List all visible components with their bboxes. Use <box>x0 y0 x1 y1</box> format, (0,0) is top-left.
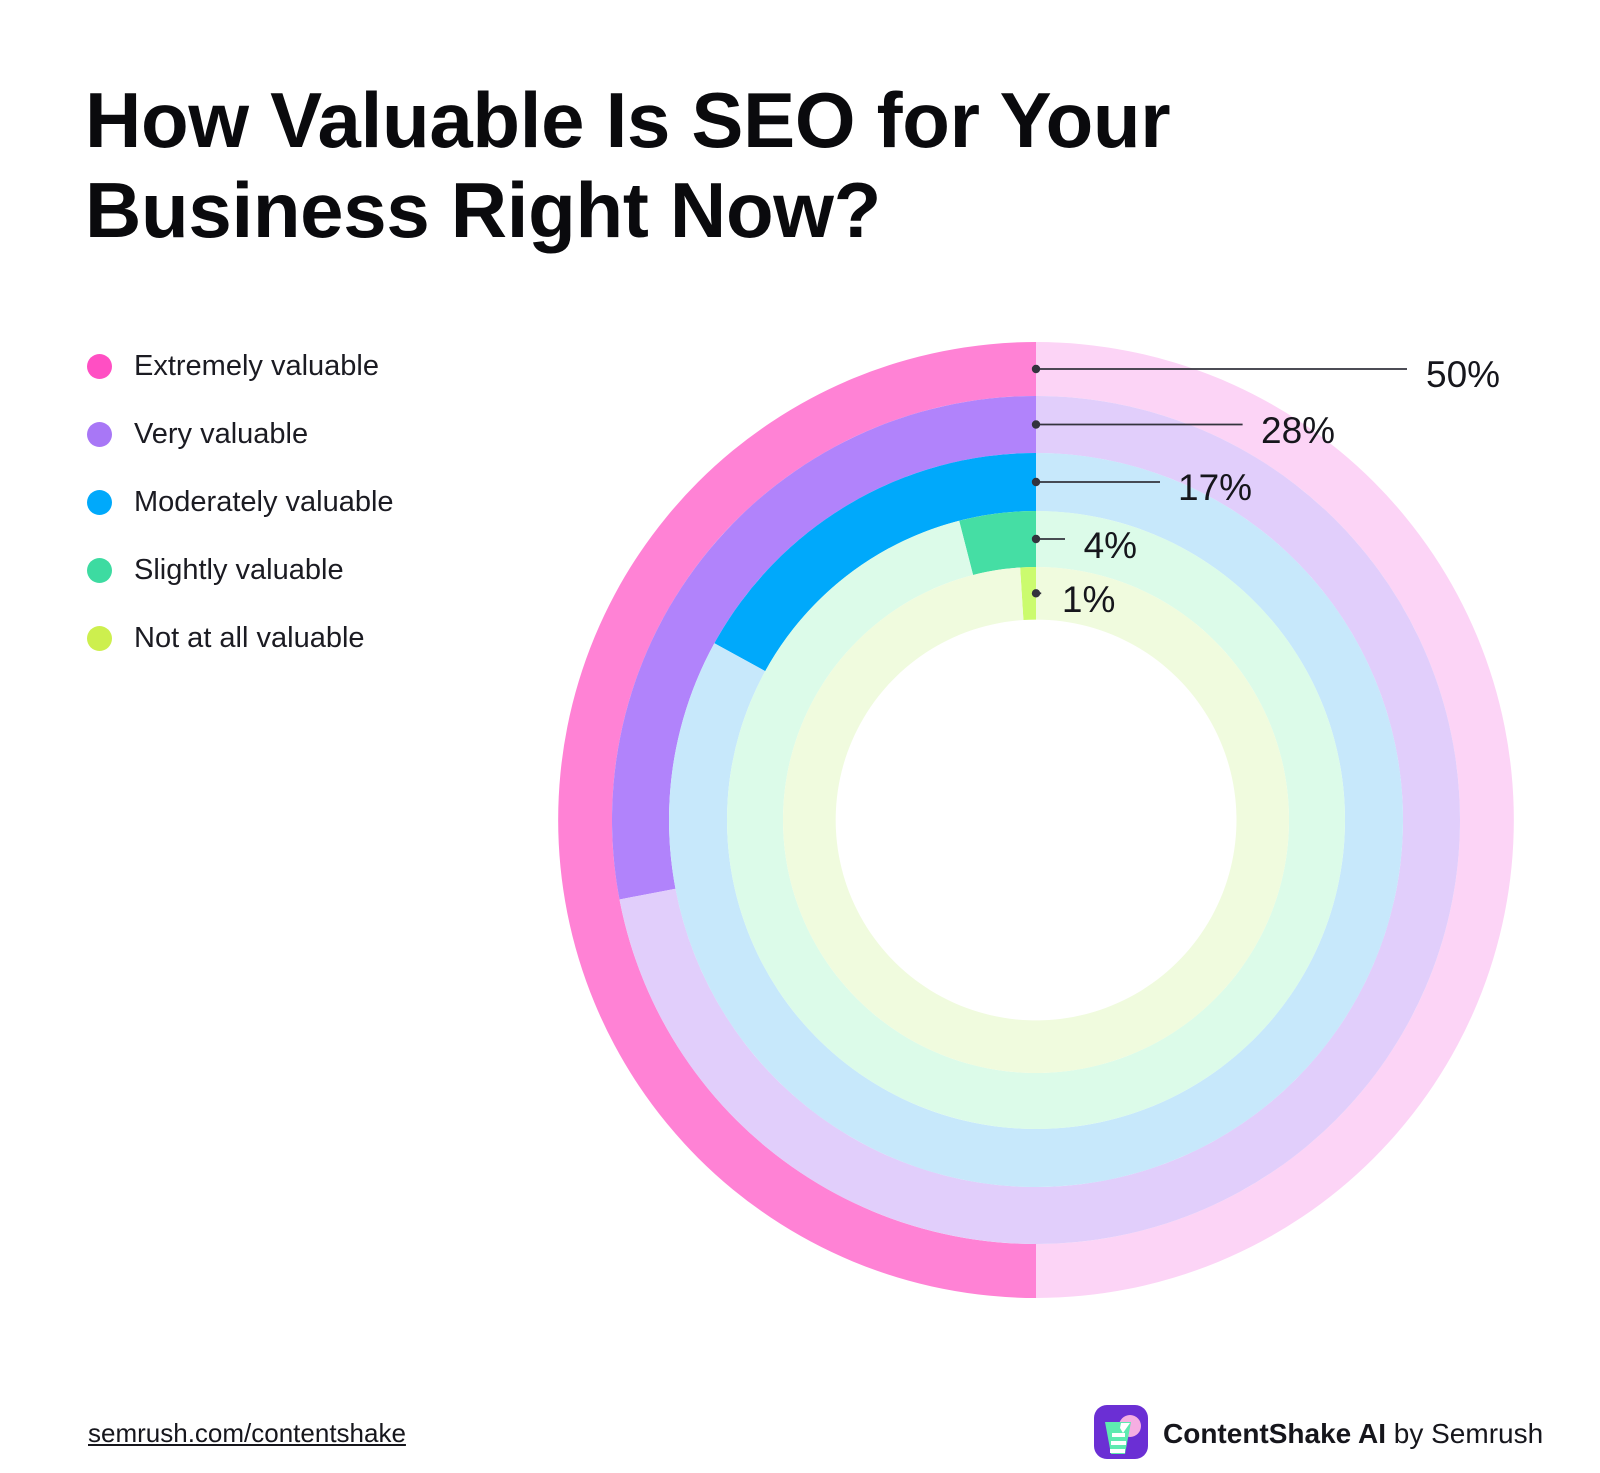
svg-text:28%: 28% <box>1261 410 1335 451</box>
svg-text:17%: 17% <box>1178 467 1252 508</box>
svg-text:1%: 1% <box>1062 579 1115 620</box>
svg-text:50%: 50% <box>1426 354 1500 395</box>
svg-text:4%: 4% <box>1084 525 1137 566</box>
